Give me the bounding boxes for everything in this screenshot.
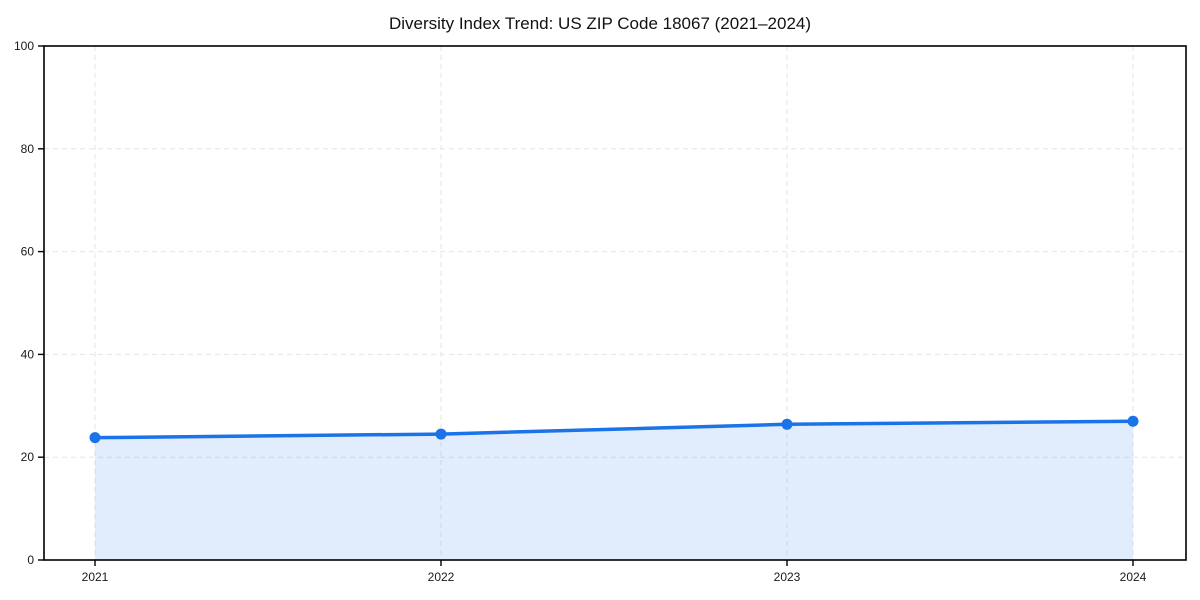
chart-title: Diversity Index Trend: US ZIP Code 18067…: [388, 14, 812, 33]
x-tick-label: 2024: [1120, 570, 1147, 584]
data-point-marker: [1127, 415, 1139, 427]
y-tick-label: 40: [21, 347, 35, 361]
y-tick-label: 20: [21, 450, 35, 464]
y-tick-label: 60: [21, 245, 35, 259]
x-tick-label: 2021: [82, 570, 109, 584]
area-fill: [95, 421, 1133, 560]
x-tick-label: 2022: [428, 570, 455, 584]
y-tick-label: 100: [14, 39, 34, 53]
y-tick-label: 0: [27, 553, 34, 567]
plot-border: [43, 45, 1187, 561]
data-point-marker: [435, 428, 447, 440]
data-point-marker: [781, 418, 793, 430]
y-tick-label: 80: [21, 142, 35, 156]
trend-line: [93, 419, 1135, 440]
data-point-marker: [89, 432, 101, 444]
x-tick-label: 2023: [774, 570, 801, 584]
